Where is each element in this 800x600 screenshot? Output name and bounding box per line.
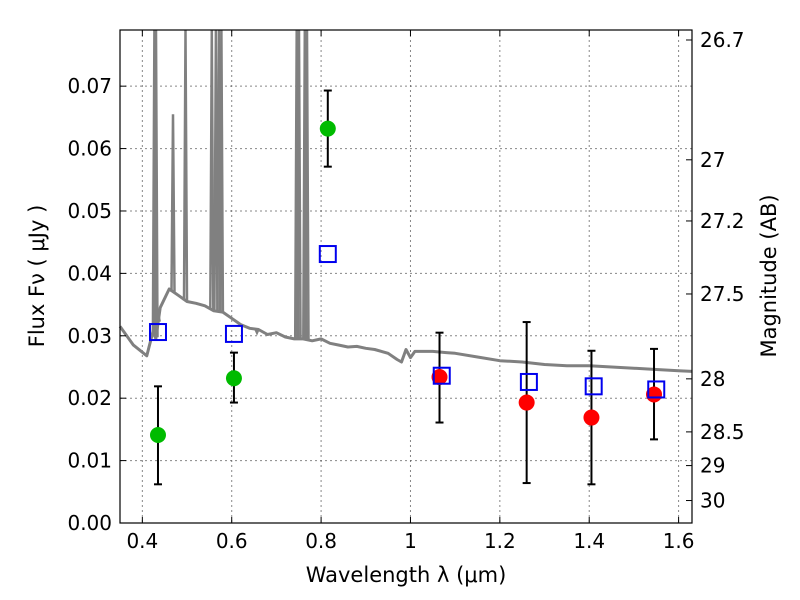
right-tick-label: 30 bbox=[700, 489, 725, 513]
sed-emission-line bbox=[209, 29, 215, 310]
model-photometry-square bbox=[318, 245, 337, 264]
y-tick-label: 0.06 bbox=[67, 137, 112, 161]
model-photometry-square bbox=[148, 323, 167, 342]
sed-emission-line bbox=[170, 114, 176, 292]
y-tick-label: 0.05 bbox=[67, 199, 112, 223]
model-sed-line bbox=[118, 29, 693, 373]
y-tick-label: 0.07 bbox=[67, 74, 112, 98]
sed-emission-line bbox=[254, 328, 260, 336]
grid bbox=[120, 30, 692, 524]
error-bars bbox=[153, 89, 659, 486]
y-axis-label: Flux Fν ( μJy ) bbox=[25, 205, 49, 348]
model-photometry-square bbox=[584, 377, 603, 396]
model-photometry-square bbox=[647, 380, 666, 399]
x-tick-label: 1 bbox=[404, 529, 417, 553]
x-tick-label: 0.4 bbox=[126, 529, 158, 553]
green-data-point bbox=[225, 370, 242, 387]
x-tick-label: 0.8 bbox=[305, 529, 337, 553]
ticks: 0.4 0.6 0.8 1 1.2 1.4 1.6 0.00 0.01 0.02 0.03 0.04 0… bbox=[67, 28, 744, 553]
x-axis-label: Wavelength λ (μm) bbox=[306, 563, 507, 587]
x-tick-label: 0.6 bbox=[216, 529, 248, 553]
x-tick-label: 1.2 bbox=[484, 529, 516, 553]
x-tick-label: 1.6 bbox=[663, 529, 695, 553]
red-data-point bbox=[431, 368, 448, 385]
x-tick-label: 1.4 bbox=[573, 529, 605, 553]
y-tick-label: 0.00 bbox=[67, 511, 112, 535]
green-data-point bbox=[149, 427, 166, 444]
right-tick-label: 29 bbox=[700, 454, 725, 478]
y-axis-right-label: Magnitude (AB) bbox=[757, 194, 781, 357]
model-photometry-square bbox=[224, 324, 243, 343]
right-tick-label: 27 bbox=[700, 148, 725, 172]
model-photometry-square bbox=[432, 366, 451, 385]
red-data-point bbox=[583, 409, 600, 426]
green-data-point bbox=[319, 120, 336, 137]
sed-emission-line bbox=[155, 313, 161, 322]
right-tick-label: 28 bbox=[700, 367, 725, 391]
y-tick-label: 0.02 bbox=[67, 386, 112, 410]
markers bbox=[148, 120, 666, 444]
right-tick-label: 27.5 bbox=[700, 282, 745, 306]
sed-continuum bbox=[118, 287, 693, 373]
plot-frame bbox=[119, 29, 693, 524]
sed-emission-line bbox=[182, 29, 189, 301]
red-data-point bbox=[518, 394, 535, 411]
right-tick-label: 26.7 bbox=[700, 28, 745, 52]
y-tick-label: 0.04 bbox=[67, 261, 112, 285]
y-tick-label: 0.01 bbox=[67, 449, 112, 473]
right-tick-label: 28.5 bbox=[700, 420, 745, 444]
model-photometry-square bbox=[519, 372, 538, 391]
y-tick-label: 0.03 bbox=[67, 324, 112, 348]
right-tick-label: 27.2 bbox=[700, 209, 745, 233]
